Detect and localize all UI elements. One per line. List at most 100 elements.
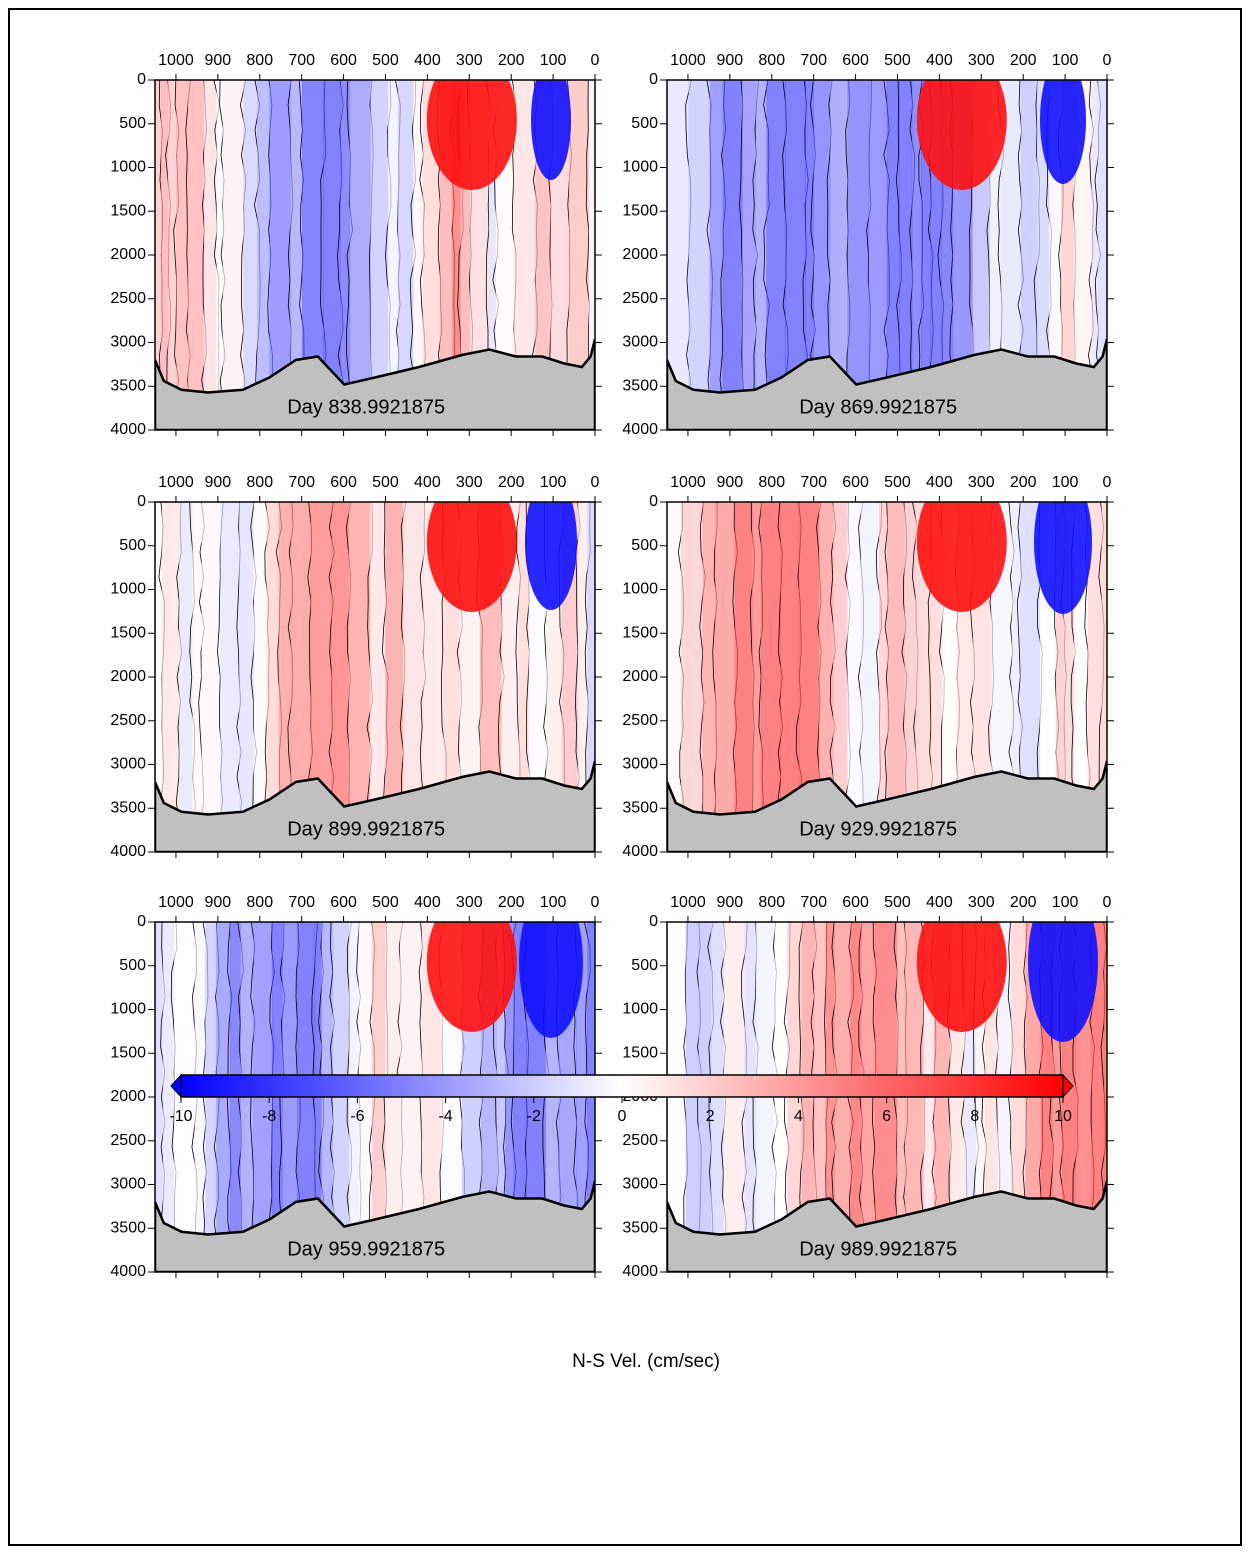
panel-title: Day 869.9921875 <box>799 396 957 418</box>
x-tick-label: 500 <box>884 894 911 911</box>
field-band <box>991 502 1013 852</box>
x-tick-label: 800 <box>246 52 273 69</box>
x-tick-label: 1000 <box>158 474 194 491</box>
field-band <box>887 502 905 852</box>
x-tick-label: 1000 <box>670 894 706 911</box>
x-tick-label: 400 <box>926 52 953 69</box>
x-tick-label: 700 <box>800 52 827 69</box>
y-tick-label: 1000 <box>110 159 146 176</box>
x-tick-label: 0 <box>591 894 600 911</box>
field-band <box>388 80 399 430</box>
x-tick-label: 900 <box>205 474 232 491</box>
seafloor <box>667 760 1107 852</box>
y-tick-label: 1000 <box>110 1001 146 1018</box>
colorbar-tick-label: -6 <box>350 1108 364 1125</box>
field-band <box>868 80 888 430</box>
x-tick-label: 0 <box>591 52 600 69</box>
field-band <box>203 80 217 430</box>
field-band <box>243 80 258 430</box>
colorbar-tick-label: -10 <box>169 1108 192 1125</box>
field-band <box>513 80 536 430</box>
panel-title: Day 989.9921875 <box>799 1238 957 1260</box>
field-band <box>587 502 595 852</box>
x-tick-label: 600 <box>330 474 357 491</box>
x-tick-label: 500 <box>372 474 399 491</box>
x-tick-label: 700 <box>288 894 315 911</box>
seafloor <box>667 338 1107 430</box>
contour-line <box>1115 502 1121 852</box>
x-tick-label: 0 <box>1103 474 1112 491</box>
field-band <box>413 80 424 430</box>
y-tick-label: 1500 <box>622 202 658 219</box>
field-band <box>680 502 704 852</box>
y-tick-label: 500 <box>119 537 146 554</box>
x-tick-label: 500 <box>884 52 911 69</box>
field-band <box>161 502 180 852</box>
x-tick-label: 0 <box>1103 894 1112 911</box>
field-jet <box>1040 80 1086 184</box>
field-band <box>220 502 240 852</box>
field-band <box>278 502 292 852</box>
field-band <box>162 922 175 1272</box>
y-tick-label: 2500 <box>110 290 146 307</box>
seafloor <box>155 338 595 430</box>
field-band <box>734 502 753 852</box>
y-tick-label: 3000 <box>622 334 658 351</box>
field-band <box>1000 80 1022 430</box>
field-band <box>290 80 303 430</box>
x-tick-label: 800 <box>758 52 785 69</box>
field-band <box>422 80 441 430</box>
y-tick-label: 1000 <box>622 581 658 598</box>
colorbar-tick-label: 4 <box>794 1108 803 1125</box>
field-jet <box>1028 922 1098 1042</box>
field-band <box>348 502 371 852</box>
field-band <box>1020 502 1041 852</box>
field-band <box>568 80 590 430</box>
x-tick-label: 100 <box>1052 52 1079 69</box>
field-band <box>715 502 736 852</box>
y-tick-label: 2500 <box>622 290 658 307</box>
y-tick-label: 2000 <box>110 1088 146 1105</box>
field <box>155 80 595 430</box>
y-tick-label: 0 <box>649 493 658 510</box>
field-band <box>397 80 414 430</box>
x-tick-label: 300 <box>968 52 995 69</box>
x-tick-label: 600 <box>330 894 357 911</box>
y-tick-label: 2500 <box>622 1132 658 1149</box>
field-band <box>179 502 193 852</box>
x-tick-label: 700 <box>288 52 315 69</box>
field-band <box>1101 502 1107 852</box>
seafloor <box>155 1180 595 1272</box>
colorbar-tick-label: 2 <box>706 1108 715 1125</box>
field-band <box>709 80 724 430</box>
colorbar-label: N-S Vel. (cm/sec) <box>572 1351 720 1372</box>
x-tick-label: 800 <box>758 894 785 911</box>
x-tick-label: 200 <box>498 474 525 491</box>
field-band <box>192 502 202 852</box>
y-tick-label: 3000 <box>110 756 146 773</box>
y-tick-label: 1000 <box>622 159 658 176</box>
field-jet <box>519 922 583 1038</box>
x-tick-label: 200 <box>1010 894 1037 911</box>
field-band <box>1020 80 1038 430</box>
colorbar-tick-label: -2 <box>527 1108 541 1125</box>
x-tick-label: 600 <box>842 52 869 69</box>
field-band <box>155 502 163 852</box>
field-band <box>667 80 689 430</box>
x-tick-label: 900 <box>717 474 744 491</box>
x-tick-label: 700 <box>288 474 315 491</box>
x-tick-label: 300 <box>968 474 995 491</box>
field-band <box>805 80 814 430</box>
y-tick-label: 4000 <box>622 421 658 438</box>
colorbar-tick-label: 6 <box>882 1108 891 1125</box>
y-tick-label: 3500 <box>622 799 658 816</box>
field-band <box>742 80 757 430</box>
y-tick-label: 2000 <box>110 246 146 263</box>
field-band <box>155 80 162 430</box>
contour-line <box>1114 80 1120 430</box>
y-tick-label: 2500 <box>110 1132 146 1149</box>
field-band <box>813 80 831 430</box>
